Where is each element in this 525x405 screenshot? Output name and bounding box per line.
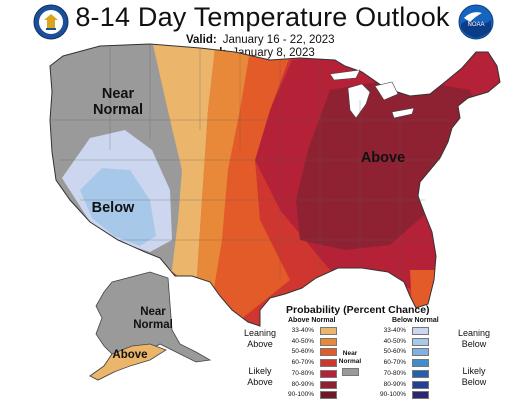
above-legend-row: 60-70% [280,359,360,368]
above-legend-swatch [320,337,337,346]
state-lines [52,44,450,280]
below-legend-row: 90-100% [372,391,452,400]
above-33-40-zone [150,44,215,290]
below-legend-swatch [412,348,429,357]
valid-dates: January 16 - 22, 2023 [222,34,335,46]
legend-likely-below: Likely Below [461,366,487,387]
above-80-90-zone [296,78,480,250]
legend-title: Probability (Percent Chance) [286,304,430,316]
conus-outline [49,43,501,327]
above-legend-swatch [320,348,337,357]
below-legend-swatch [412,369,429,378]
above-legend-label: 70-80% [291,369,314,377]
above-legend-label: 60-70% [291,359,314,367]
below-legend-swatch [412,359,429,368]
seal-icon [33,4,69,40]
valid-label: Valid: [186,34,217,46]
noaa-logo-text: NOAA [467,22,484,28]
below-legend-label: 80-90% [383,380,406,388]
above-legend-row: 40-50% [280,337,360,347]
alaska-above-zone [89,343,167,381]
legend-near-normal-label: Near Normal [338,350,362,365]
noaa-logo-icon: NOAA [458,4,494,40]
lake-erie [391,107,415,119]
below-40-50-zone [80,168,156,246]
above-legend-row: 70-80% [280,369,360,379]
above-legend-label: 33-40% [291,327,314,334]
above-40-50-zone [196,50,250,300]
legend-likely-above: Likely Above [247,366,273,387]
below-legend-swatch [412,380,429,389]
below-legend-row: 60-70% [372,359,452,368]
above-east-label: Above [360,150,406,166]
below-legend-label: 90-100% [379,391,406,399]
above-legend-row: 80-90% [280,380,360,390]
below-legend-row: 33-40% [372,327,452,336]
below-legend-row: 80-90% [372,380,452,390]
below-legend-swatch [412,391,429,400]
below-legend-label: 40-50% [383,337,406,345]
above-legend-swatch [320,369,337,378]
below-legend-row: 70-80% [372,369,452,379]
above-legend-row: 50-60% [280,348,360,357]
above-50-60-zone [210,50,290,320]
above-alaska-label: Above [112,349,148,361]
above-legend-swatch [320,380,337,389]
lake-michigan [347,83,371,119]
legend-leaning-below: Leaning Below [457,328,491,349]
legend-near-normal-swatch [342,368,359,376]
near-normal-alaska-label: Near Normal [133,306,173,331]
below-legend-row: 40-50% [372,337,452,347]
below-legend-label: 33-40% [383,327,406,334]
legend-above-header: Above Normal [288,317,336,324]
below-southwest-label: Below [91,200,135,216]
below-legend-label: 70-80% [383,369,406,377]
above-legend-label: 90-100% [287,391,314,399]
above-legend-swatch [320,359,337,368]
above-legend-row: 90-100% [280,391,360,400]
below-legend-swatch [412,337,429,346]
above-legend-label: 50-60% [291,348,314,356]
below-legend-swatch [412,327,429,335]
above-legend-label: 40-50% [291,337,314,345]
valid-line: Valid: January 16 - 22, 2023 [186,34,335,46]
above-legend-swatch [320,327,337,335]
legend-leaning-above: Leaning Above [243,328,277,349]
above-legend-swatch [320,391,337,400]
lake-superior [329,69,361,81]
below-legend-label: 60-70% [383,359,406,367]
below-legend-label: 50-60% [383,348,406,356]
legend-below-header: Below Normal [392,317,439,324]
probability-legend: Probability (Percent Chance) Above Norma… [240,300,525,405]
near-normal-west-label: Near Normal [93,86,143,118]
above-legend-row: 33-40% [280,327,360,336]
above-legend-label: 80-90% [291,380,314,388]
alaska-map [89,271,212,381]
lake-huron [374,81,399,101]
map-title: 8-14 Day Temperature Outlook [75,2,450,32]
below-legend-row: 50-60% [372,348,452,357]
